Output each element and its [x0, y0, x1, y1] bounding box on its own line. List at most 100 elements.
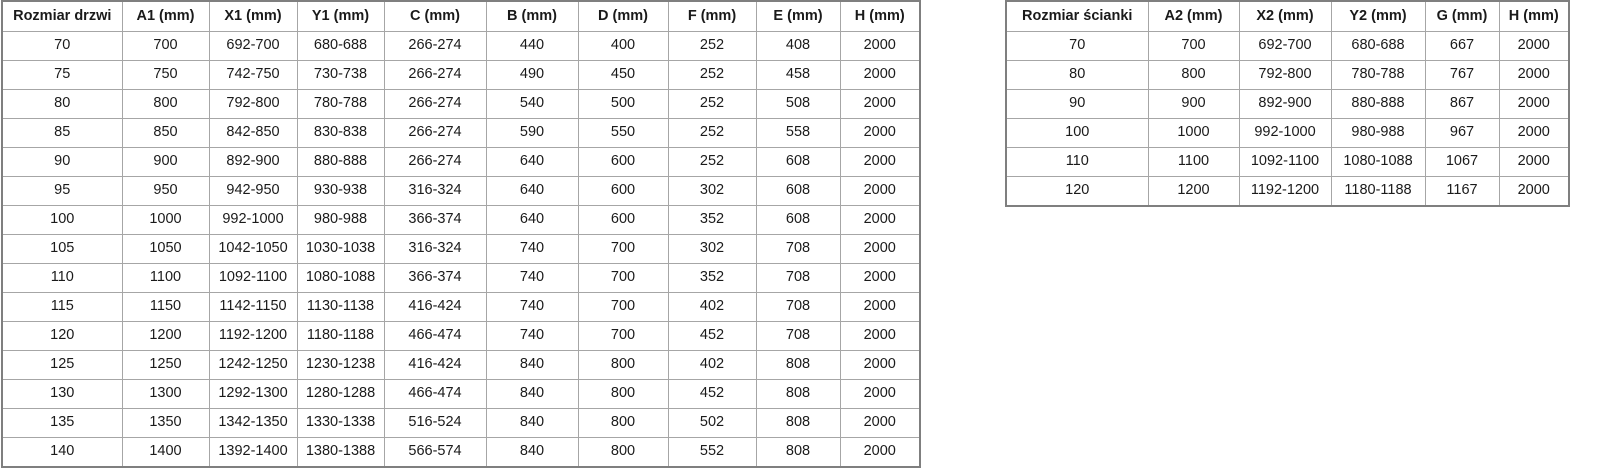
table-cell: 840 [485, 437, 579, 468]
table-cell: 692-700 [1238, 31, 1332, 61]
column-header-rozmiar-cianki: Rozmiar ścianki [1005, 0, 1149, 32]
column-header-e-mm: E (mm) [755, 0, 841, 32]
table-cell: 792-800 [208, 89, 298, 119]
table-cell: 1080-1088 [1330, 147, 1426, 177]
column-header-h-mm: H (mm) [839, 0, 921, 32]
table-cell: 502 [667, 408, 757, 438]
table-cell: 780-788 [1330, 60, 1426, 90]
table-cell: 1342-1350 [208, 408, 298, 438]
table-cell: 840 [485, 350, 579, 380]
column-header-rozmiar-drzwi: Rozmiar drzwi [1, 0, 123, 32]
table-cell: 1100 [121, 263, 210, 293]
table-cell: 2000 [839, 176, 921, 206]
column-header-a1-mm: A1 (mm) [121, 0, 210, 32]
table-cell: 980-988 [1330, 118, 1426, 148]
table-cell: 1050 [121, 234, 210, 264]
table-cell: 416-424 [383, 350, 487, 380]
table-row: 120 1200 1192-1200 1180-1188 466-474 740 700 45… [1, 321, 921, 351]
table-cell: 692-700 [208, 31, 298, 61]
table-cell: 1092-1100 [208, 263, 298, 293]
table-cell: 1192-1200 [1238, 176, 1332, 207]
table-cell: 967 [1424, 118, 1500, 148]
table-cell: 402 [667, 292, 757, 322]
table-cell: 708 [755, 234, 841, 264]
door-sizes-table-head: Rozmiar drzwi A1 (mm) X1 (mm) Y1 (mm) C (mm)… [1, 0, 921, 32]
table-row: 95 950 942-950 930-938 316-324 640 600 302 608 20… [1, 176, 921, 206]
table-row: 85 850 842-850 830-838 266-274 590 550 252 558 20… [1, 118, 921, 148]
table-row: 100 1000 992-1000 980-988 967 2000 [1005, 118, 1570, 148]
table-cell: 408 [755, 31, 841, 61]
row-size-cell: 105 [1, 234, 123, 264]
table-cell: 742-750 [208, 60, 298, 90]
table-cell: 450 [577, 60, 669, 90]
row-size-cell: 100 [1005, 118, 1149, 148]
table-cell: 2000 [839, 205, 921, 235]
table-cell: 980-988 [296, 205, 385, 235]
table-cell: 366-374 [383, 263, 487, 293]
table-cell: 1400 [121, 437, 210, 468]
row-size-cell: 120 [1, 321, 123, 351]
table-cell: 2000 [839, 147, 921, 177]
table-header-row: Rozmiar ścianki A2 (mm) X2 (mm) Y2 (mm) G (m… [1005, 0, 1570, 32]
column-header-c-mm: C (mm) [383, 0, 487, 32]
table-cell: 792-800 [1238, 60, 1332, 90]
table-row: 70 700 692-700 680-688 266-274 440 400 252 408 20… [1, 31, 921, 61]
table-cell: 1192-1200 [208, 321, 298, 351]
table-cell: 1392-1400 [208, 437, 298, 468]
column-header-d-mm: D (mm) [577, 0, 669, 32]
table-cell: 780-788 [296, 89, 385, 119]
table-cell: 808 [755, 350, 841, 380]
table-cell: 2000 [1498, 147, 1570, 177]
table-cell: 1200 [121, 321, 210, 351]
wall-sizes-table-head: Rozmiar ścianki A2 (mm) X2 (mm) Y2 (mm) G (m… [1005, 0, 1570, 32]
table-cell: 1180-1188 [296, 321, 385, 351]
table-cell: 840 [485, 408, 579, 438]
table-cell: 2000 [839, 263, 921, 293]
table-row: 70 700 692-700 680-688 667 2000 [1005, 31, 1570, 61]
column-header-f-mm: F (mm) [667, 0, 757, 32]
row-size-cell: 125 [1, 350, 123, 380]
table-cell: 1250 [121, 350, 210, 380]
table-cell: 992-1000 [1238, 118, 1332, 148]
table-cell: 800 [577, 350, 669, 380]
row-size-cell: 85 [1, 118, 123, 148]
table-cell: 1292-1300 [208, 379, 298, 409]
table-cell: 1100 [1147, 147, 1240, 177]
table-cell: 2000 [1498, 176, 1570, 207]
table-cell: 740 [485, 321, 579, 351]
table-cell: 608 [755, 176, 841, 206]
table-row: 80 800 792-800 780-788 266-274 540 500 252 508 20… [1, 89, 921, 119]
table-cell: 540 [485, 89, 579, 119]
row-size-cell: 75 [1, 60, 123, 90]
table-cell: 1167 [1424, 176, 1500, 207]
table-cell: 600 [577, 147, 669, 177]
row-size-cell: 110 [1005, 147, 1149, 177]
table-cell: 800 [121, 89, 210, 119]
table-cell: 2000 [1498, 31, 1570, 61]
column-header-a2-mm: A2 (mm) [1147, 0, 1240, 32]
table-cell: 1242-1250 [208, 350, 298, 380]
table-cell: 750 [121, 60, 210, 90]
table-row: 120 1200 1192-1200 1180-1188 1167 2000 [1005, 176, 1570, 207]
table-cell: 680-688 [1330, 31, 1426, 61]
row-size-cell: 70 [1, 31, 123, 61]
table-row: 110 1100 1092-1100 1080-1088 366-374 740 700 35… [1, 263, 921, 293]
table-cell: 402 [667, 350, 757, 380]
table-cell: 1230-1238 [296, 350, 385, 380]
table-cell: 302 [667, 176, 757, 206]
table-cell: 840 [485, 379, 579, 409]
table-cell: 1000 [1147, 118, 1240, 148]
table-cell: 740 [485, 292, 579, 322]
table-cell: 1380-1388 [296, 437, 385, 468]
table-cell: 508 [755, 89, 841, 119]
table-cell: 800 [577, 379, 669, 409]
table-row: 80 800 792-800 780-788 767 2000 [1005, 60, 1570, 90]
table-cell: 266-274 [383, 60, 487, 90]
table-cell: 1030-1038 [296, 234, 385, 264]
table-cell: 252 [667, 147, 757, 177]
table-row: 105 1050 1042-1050 1030-1038 316-324 740 700 30… [1, 234, 921, 264]
table-cell: 252 [667, 60, 757, 90]
table-cell: 452 [667, 321, 757, 351]
table-cell: 366-374 [383, 205, 487, 235]
